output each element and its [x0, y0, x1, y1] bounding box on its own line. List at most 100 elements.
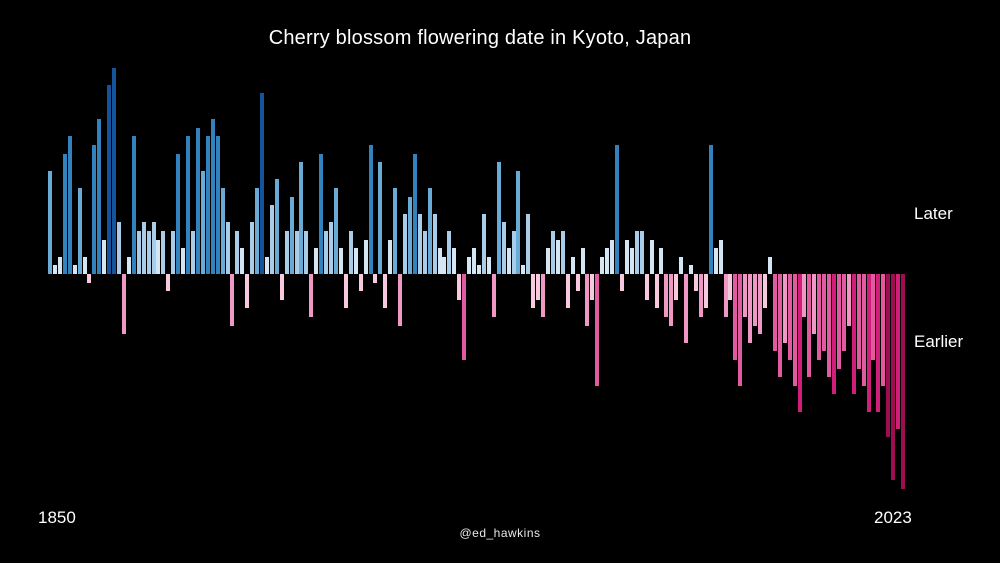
- bar: [388, 239, 393, 274]
- bar: [881, 274, 886, 386]
- bar: [437, 248, 442, 274]
- bar: [245, 274, 250, 309]
- bar: [442, 256, 447, 274]
- bar: [304, 231, 309, 274]
- bar: [718, 239, 723, 274]
- bar: [496, 162, 501, 274]
- bar: [486, 256, 491, 274]
- bar: [585, 274, 590, 326]
- bar: [274, 179, 279, 274]
- bar: [615, 145, 620, 274]
- bar: [358, 274, 363, 292]
- bar: [782, 274, 787, 343]
- bar: [52, 265, 57, 274]
- bar: [526, 213, 531, 274]
- bar: [748, 274, 753, 343]
- bar: [659, 248, 664, 274]
- bar: [368, 145, 373, 274]
- bar: [871, 274, 876, 360]
- bar: [186, 136, 191, 274]
- bar: [314, 248, 319, 274]
- bar: [669, 274, 674, 326]
- bar: [215, 136, 220, 274]
- bar: [531, 274, 536, 309]
- x-axis-end-label: 2023: [874, 508, 912, 527]
- bar: [112, 67, 117, 274]
- bar: [403, 213, 408, 274]
- bar: [644, 274, 649, 300]
- bar: [220, 188, 225, 274]
- bar: [121, 274, 126, 335]
- bar: [896, 274, 901, 429]
- bar: [250, 222, 255, 274]
- earlier-annotation: Earlier: [914, 332, 964, 351]
- bar: [560, 231, 565, 274]
- bar: [777, 274, 782, 378]
- bar: [723, 274, 728, 317]
- bar: [82, 256, 87, 274]
- bar: [230, 274, 235, 326]
- bar: [501, 222, 506, 274]
- bar: [279, 274, 284, 300]
- bar: [886, 274, 891, 438]
- bar: [131, 136, 136, 274]
- bar: [491, 274, 496, 317]
- bar: [792, 274, 797, 386]
- bar: [698, 274, 703, 317]
- bar: [348, 231, 353, 274]
- bar: [634, 231, 639, 274]
- bar: [432, 213, 437, 274]
- bar: [260, 93, 265, 274]
- bar: [393, 188, 398, 274]
- bar: [629, 248, 634, 274]
- bar: [427, 188, 432, 274]
- bar: [235, 231, 240, 274]
- bar: [817, 274, 822, 360]
- bar: [851, 274, 856, 395]
- bar: [72, 265, 77, 274]
- bar: [67, 136, 72, 274]
- bar: [176, 153, 181, 274]
- bar: [294, 231, 299, 274]
- bar: [334, 188, 338, 274]
- bar: [324, 231, 329, 274]
- bar: [161, 231, 166, 274]
- bar: [136, 231, 141, 274]
- bar: [624, 239, 629, 274]
- bar: [373, 274, 378, 283]
- bar: [802, 274, 807, 317]
- bar: [836, 274, 841, 369]
- bar: [117, 222, 122, 274]
- bar: [191, 231, 195, 274]
- bar: [575, 274, 580, 292]
- bar: [141, 222, 146, 274]
- bar: [378, 162, 383, 274]
- bar: [472, 248, 477, 274]
- bar: [92, 145, 97, 274]
- bar: [417, 213, 422, 274]
- bar: [506, 248, 511, 274]
- bar: [309, 274, 314, 317]
- bar: [856, 274, 861, 369]
- bar: [767, 256, 772, 274]
- bar: [521, 265, 526, 274]
- bar: [269, 205, 274, 274]
- x-axis-start-label: 1850: [38, 508, 76, 527]
- bar: [171, 231, 176, 274]
- bar: [516, 170, 521, 274]
- bar: [807, 274, 812, 378]
- bar: [77, 188, 82, 274]
- bar: [595, 274, 600, 386]
- bar: [200, 170, 205, 274]
- bar: [555, 239, 560, 274]
- bar: [684, 274, 689, 343]
- bar: [570, 256, 575, 274]
- bar: [225, 222, 230, 274]
- bar: [876, 274, 881, 412]
- bar: [763, 274, 767, 309]
- bar: [447, 231, 452, 274]
- bar: [674, 274, 679, 300]
- bar: [743, 274, 748, 317]
- bar: [87, 274, 92, 283]
